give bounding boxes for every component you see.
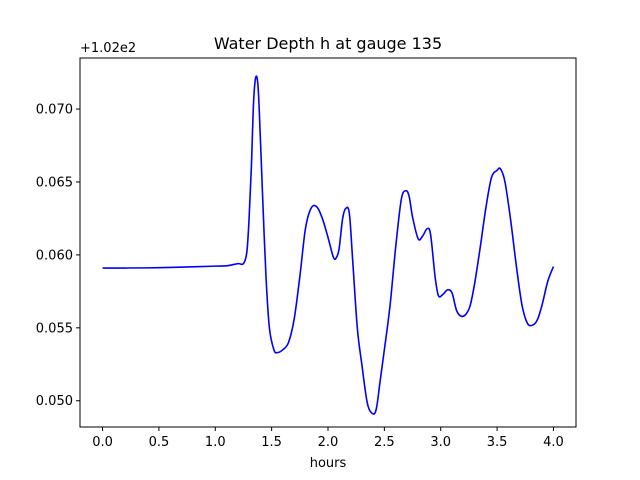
y-tick-label: 0.050: [36, 394, 73, 409]
y-tick-label: 0.055: [36, 321, 73, 336]
x-axis-label: hours: [310, 456, 347, 471]
series-line-0: [102, 75, 555, 415]
x-tick-label: 0.0: [92, 435, 113, 450]
chart-title: Water Depth h at gauge 135: [214, 34, 442, 53]
plot-frame: [79, 57, 577, 428]
x-tick-label: 1.5: [261, 435, 282, 450]
y-tick-label: 0.070: [36, 103, 73, 118]
y-offset-label: +1.02e2: [80, 41, 136, 56]
x-tick-label: 3.5: [487, 435, 508, 450]
x-tick-label: 2.0: [318, 435, 339, 450]
y-tick-label: 0.060: [36, 248, 73, 263]
x-tick-label: 2.5: [374, 435, 395, 450]
x-tick-label: 1.0: [205, 435, 226, 450]
x-tick-label: 0.5: [149, 435, 170, 450]
y-tick-label: 0.065: [36, 175, 73, 190]
x-tick-label: 4.0: [543, 435, 564, 450]
x-tick-label: 3.0: [430, 435, 451, 450]
